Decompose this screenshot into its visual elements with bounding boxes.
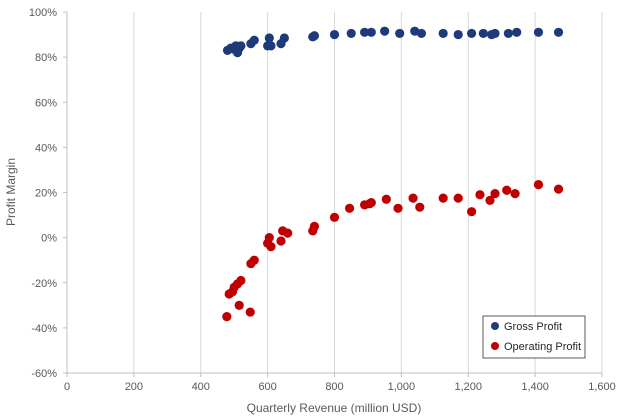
operating-profit-point [453, 193, 463, 203]
operating-profit-point [490, 189, 500, 199]
gross-profit-point [533, 27, 544, 37]
operating-profit-point [485, 195, 495, 205]
operating-profit-point [475, 190, 485, 200]
gross-profit-point [438, 28, 448, 39]
x-tick-label: 1,600 [588, 381, 616, 393]
y-tick-label: -60% [31, 368, 57, 380]
x-tick-label: 800 [325, 381, 343, 393]
x-tick-label: 1,000 [388, 381, 416, 393]
y-tick-label: 0% [41, 233, 57, 245]
y-tick-label: 100% [29, 7, 57, 19]
gross-profit-point [416, 28, 427, 39]
y-tick-label: 20% [35, 188, 57, 200]
gross-profit-point [366, 27, 376, 37]
operating-profit-point [466, 207, 477, 217]
x-tick-label: 0 [64, 381, 70, 393]
operating-profit-point [264, 233, 274, 243]
operating-profit-point [236, 275, 246, 286]
operating-profit-point [553, 184, 564, 194]
legend-marker-gross-profit [491, 322, 499, 330]
gross-profit-point [359, 27, 370, 37]
operating-profit-point [381, 194, 391, 204]
operating-profit-point [329, 212, 340, 222]
gross-profit-point [453, 29, 463, 40]
operating-profit-point [283, 228, 293, 238]
legend-box [482, 315, 586, 359]
gross-profit-point [512, 27, 522, 37]
data-points [222, 26, 564, 322]
operating-profit-point [502, 185, 512, 195]
x-tick-label: 1,200 [454, 381, 482, 393]
operating-profit-point [344, 203, 355, 213]
gross-profit-point [478, 28, 488, 39]
gross-profit-point [380, 26, 390, 36]
operating-profit-point [309, 221, 320, 231]
operating-profit-point [276, 236, 286, 246]
gross-profit-point [329, 29, 340, 40]
axes [63, 11, 603, 377]
operating-profit-point [234, 300, 244, 310]
gross-profit-point [279, 33, 289, 43]
gross-profit-point [395, 28, 405, 39]
operating-profit-point [366, 198, 376, 208]
y-tick-label: -20% [31, 278, 57, 290]
legend-marker-operating-profit [491, 342, 499, 350]
legend: Gross Profit Operating Profit [482, 315, 586, 359]
gross-profit-point [249, 35, 259, 45]
x-tick-labels: 0 200 400 600 800 1,000 1,200 1,400 1,600 [64, 381, 616, 393]
operating-profit-point [533, 180, 544, 190]
gross-profit-point [466, 28, 477, 39]
gross-profit-point [503, 28, 513, 39]
x-tick-label: 600 [258, 381, 276, 393]
operating-profit-point [393, 203, 403, 213]
legend-label-gross-profit: Gross Profit [504, 321, 562, 333]
gross-profit-point [264, 33, 274, 43]
gross-profit-point [309, 31, 320, 41]
gridlines [133, 12, 603, 373]
gross-profit-point [236, 41, 246, 51]
y-tick-label: 60% [35, 97, 57, 109]
x-tick-label: 400 [192, 381, 210, 393]
operating-profit-point [415, 202, 425, 212]
gross-profit-point [346, 28, 356, 39]
operating-profit-point [408, 193, 418, 203]
operating-profit-point [438, 193, 448, 203]
y-tick-label: 80% [35, 52, 57, 64]
y-tick-label: 40% [35, 142, 57, 154]
x-tick-label: 200 [125, 381, 143, 393]
operating-profit-point [245, 307, 255, 317]
x-axis-title: Quarterly Revenue (million USD) [247, 401, 422, 415]
operating-profit-point [266, 242, 276, 252]
y-tick-labels: -60% -40% -20% 0% 20% 40% 60% 80% 100% [29, 7, 57, 380]
gross-profit-point [553, 27, 564, 37]
y-tick-label: -40% [31, 323, 57, 335]
legend-label-operating-profit: Operating Profit [504, 341, 581, 353]
gross-profit-point [490, 28, 500, 39]
operating-profit-point [222, 311, 232, 322]
operating-profit-point [510, 189, 520, 199]
x-tick-label: 1,400 [521, 381, 549, 393]
operating-profit-point [249, 255, 259, 265]
y-axis-title: Profit Margin [4, 158, 18, 226]
gross-profit-point [266, 41, 276, 51]
